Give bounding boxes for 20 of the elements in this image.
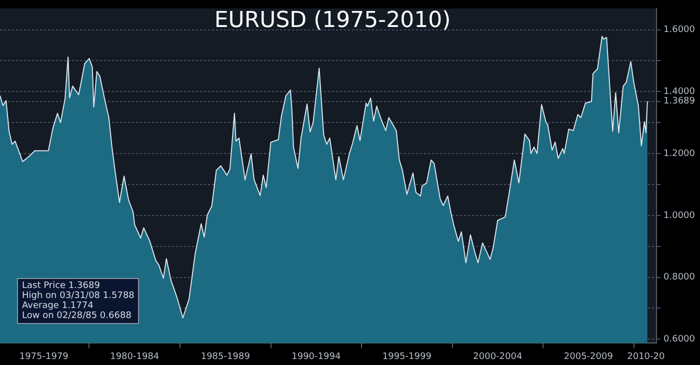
annotation: Low on 02/28/85 0.6688: [22, 311, 132, 321]
y-tick-label: 1.3689: [664, 96, 696, 107]
x-tick-label: 1985-1989: [200, 352, 250, 362]
y-tick-label: 1.2000: [664, 148, 696, 159]
x-tick-label: 2000-2004: [473, 352, 522, 362]
annotation: High on 03/31/08 1.5788: [22, 291, 134, 301]
y-tick-label: 1.4000: [664, 86, 696, 97]
y-tick-label: 0.6000: [664, 334, 696, 345]
y-tick-label: 1.0000: [664, 210, 696, 221]
x-tick-label: 1975-1979: [19, 352, 69, 362]
annotation: Average 1.1774: [22, 301, 94, 311]
y-tick-label: 0.8000: [664, 272, 696, 283]
x-tick-label: 1990-1994: [292, 352, 341, 362]
x-tick-label: 2010-20: [627, 352, 665, 362]
chart-title: EURUSD (1975-2010): [213, 8, 452, 33]
y-tick-label: 1.6000: [664, 25, 696, 36]
x-tick-label: 2005-2009: [564, 352, 614, 362]
x-tick-label: 1980-1984: [110, 352, 160, 362]
x-tick-label: 1995-1999: [382, 352, 432, 362]
annotation: Last Price 1.3689: [22, 281, 101, 291]
